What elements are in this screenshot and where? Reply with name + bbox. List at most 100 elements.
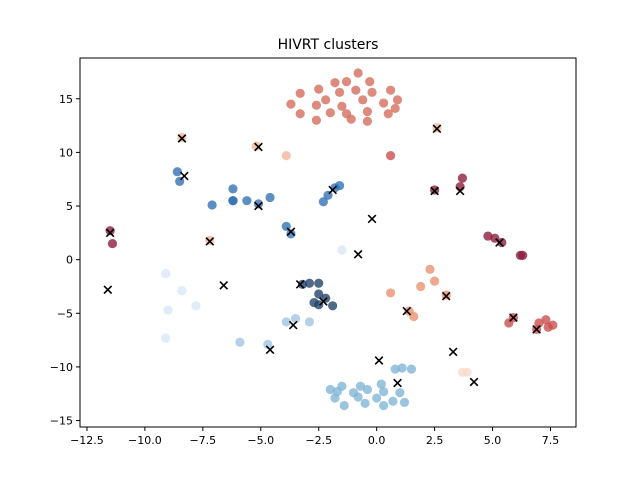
data-point	[334, 181, 345, 191]
data-point	[339, 400, 349, 411]
centroid-marker	[509, 313, 518, 322]
data-point	[207, 200, 217, 210]
x-tick-label: −7.5	[189, 434, 216, 447]
data-point	[311, 115, 322, 125]
data-point	[379, 400, 389, 411]
centroid-marker	[295, 279, 305, 289]
x-tick-label: −10.0	[128, 434, 162, 447]
data-point	[395, 388, 405, 398]
x-tick-label: 5.0	[484, 434, 502, 447]
data-point	[318, 197, 328, 207]
centroid-marker	[441, 291, 451, 301]
data-point	[362, 107, 373, 117]
data-point	[314, 84, 324, 94]
data-point	[281, 317, 291, 327]
data-point	[367, 87, 377, 97]
data-point	[457, 173, 468, 183]
centroid-marker	[432, 124, 442, 134]
data-point	[390, 103, 400, 114]
data-point	[430, 276, 440, 286]
data-point	[372, 393, 382, 403]
points-layer	[105, 68, 558, 411]
data-point	[362, 116, 373, 126]
y-tick-label: 5	[66, 200, 73, 213]
data-point	[518, 250, 528, 260]
centroid-marker	[254, 201, 263, 211]
data-point	[242, 196, 252, 206]
x-tick-label: 0.0	[368, 434, 386, 447]
data-point	[251, 141, 261, 151]
data-point	[388, 396, 398, 406]
centroid-marker	[532, 325, 541, 334]
data-point	[107, 238, 118, 249]
data-point	[548, 320, 558, 330]
centroid-marker	[177, 134, 187, 143]
centroid-marker	[430, 186, 439, 196]
data-point	[534, 318, 544, 328]
centroid-marker	[265, 345, 275, 355]
centroid-marker	[179, 171, 189, 181]
x-tick-label: −5.0	[247, 434, 274, 447]
data-point	[425, 264, 435, 274]
data-point	[161, 269, 171, 279]
y-tick-label: 10	[59, 146, 73, 159]
data-point	[330, 78, 340, 88]
data-point	[330, 393, 340, 403]
x-tick-label: 2.5	[426, 434, 444, 447]
data-point	[360, 398, 370, 409]
data-point	[286, 229, 296, 239]
data-point	[365, 76, 375, 87]
data-point	[228, 196, 238, 206]
data-point	[286, 99, 296, 109]
data-point	[163, 305, 173, 315]
data-point	[281, 151, 291, 161]
chart-title: HIVRT clusters	[278, 37, 379, 53]
y-tick-label: 0	[66, 254, 73, 267]
data-point	[334, 87, 345, 97]
data-point	[376, 379, 386, 389]
y-tick-label: −10	[50, 361, 73, 374]
centroid-marker	[495, 238, 504, 247]
data-point	[483, 231, 493, 241]
data-point	[346, 114, 356, 124]
centroid-marker	[448, 347, 458, 357]
data-point	[390, 364, 400, 374]
data-point	[337, 101, 347, 111]
data-point	[353, 68, 363, 78]
data-point	[309, 297, 319, 308]
centroid-marker	[455, 186, 465, 196]
data-point	[290, 314, 301, 324]
data-point	[353, 392, 363, 402]
data-point	[383, 109, 393, 119]
data-point	[311, 100, 322, 110]
data-point	[253, 199, 264, 209]
data-point	[325, 108, 335, 118]
data-point	[263, 339, 273, 350]
centroid-marker	[353, 249, 363, 259]
data-point	[399, 397, 410, 407]
data-point	[406, 364, 417, 374]
data-point	[497, 237, 507, 248]
centroid-marker	[374, 356, 384, 365]
centroid-marker	[105, 228, 115, 238]
centroid-marker	[103, 285, 113, 295]
data-point	[295, 109, 305, 119]
x-tick-label: 7.5	[542, 434, 560, 447]
data-point	[337, 245, 347, 255]
data-point	[541, 315, 551, 325]
centroid-marker	[328, 185, 338, 195]
centroid-marker	[393, 378, 402, 388]
data-point	[385, 151, 396, 161]
data-point	[385, 288, 396, 298]
data-point	[379, 387, 389, 397]
data-point	[314, 278, 324, 288]
data-point	[295, 88, 305, 98]
data-point	[351, 85, 361, 95]
data-point	[304, 278, 315, 288]
data-point	[341, 76, 352, 87]
data-point	[379, 98, 389, 108]
data-point	[392, 95, 403, 105]
x-tick-label: −2.5	[305, 434, 332, 447]
data-point	[328, 301, 338, 311]
